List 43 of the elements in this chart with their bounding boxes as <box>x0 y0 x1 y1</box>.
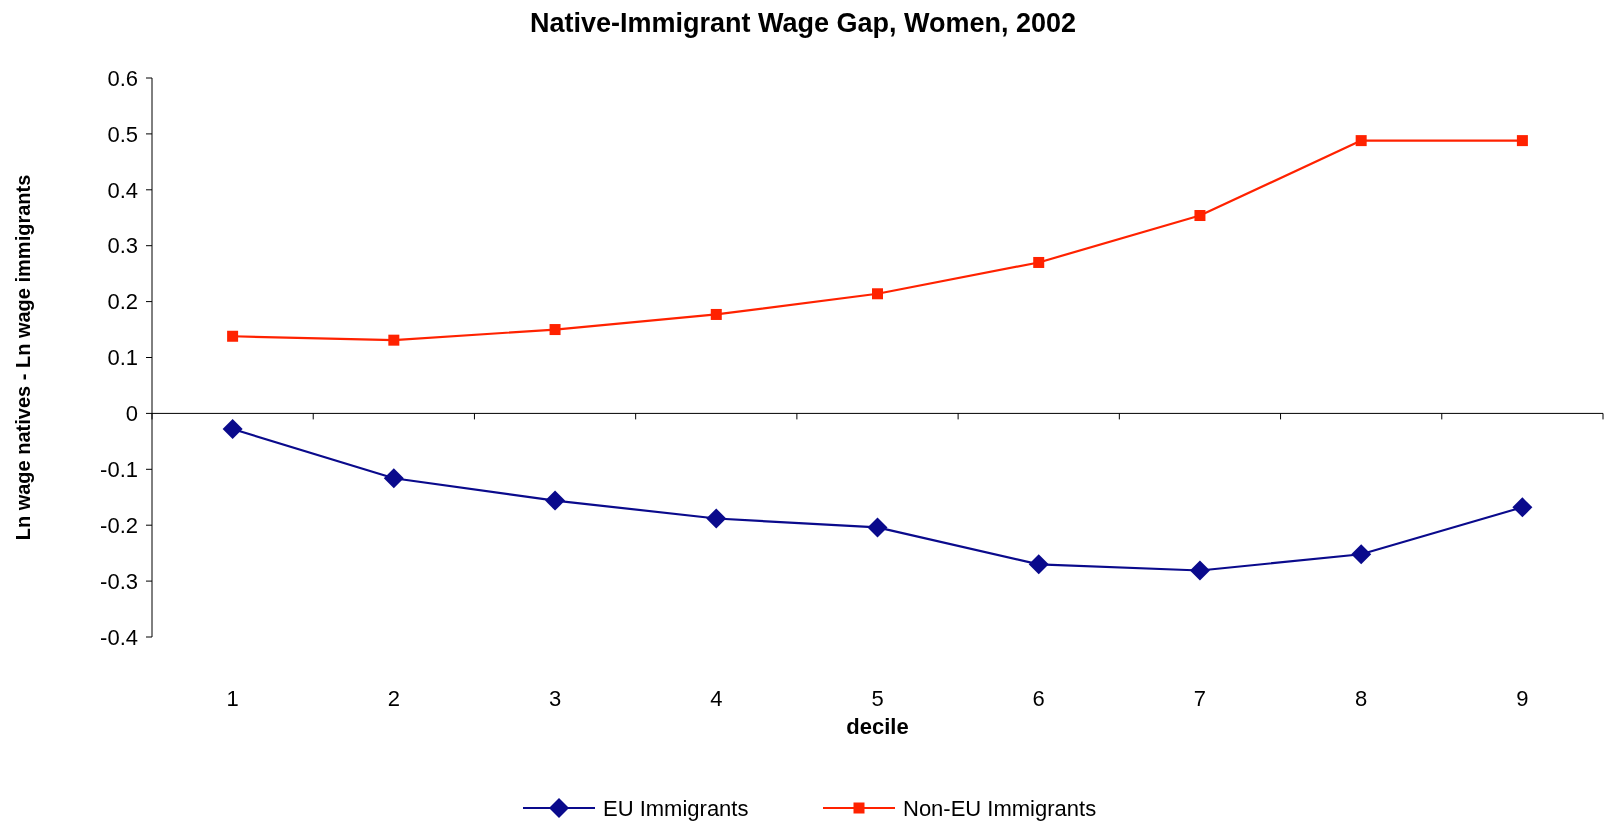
point <box>1516 135 1528 147</box>
point <box>1033 256 1045 268</box>
x-tick-label: 7 <box>1193 686 1207 711</box>
y-tick-label: -0.3 <box>100 568 138 594</box>
point <box>227 330 239 342</box>
point <box>867 517 888 538</box>
y-tick-label: 0.6 <box>107 65 138 91</box>
y-tick-label: 0.3 <box>107 233 138 259</box>
x-tick-label: 9 <box>1516 686 1529 711</box>
y-tick-label: 0 <box>125 401 138 427</box>
point <box>545 490 566 511</box>
point <box>710 308 722 320</box>
point <box>1512 497 1533 518</box>
point <box>706 508 727 529</box>
legend-label: EU Immigrants <box>603 795 749 821</box>
point <box>549 324 561 336</box>
x-tick-label: 3 <box>548 686 562 711</box>
y-tick-label: 0.1 <box>107 345 138 371</box>
y-tick-label: -0.2 <box>100 512 138 538</box>
x-tick-label: 2 <box>387 686 400 711</box>
x-tick-label: 6 <box>1032 686 1045 711</box>
y-axis-title: Ln wage natives - Ln wage immigrants <box>12 174 34 541</box>
x-tick-label: 4 <box>710 686 723 711</box>
point <box>1351 544 1372 565</box>
x-tick-label: 8 <box>1355 686 1368 711</box>
point <box>388 334 400 346</box>
y-tick-label: 0.2 <box>107 289 138 315</box>
y-tick-label: -0.4 <box>100 624 138 650</box>
point <box>1189 560 1210 581</box>
legend-label: Non-EU Immigrants <box>903 795 1097 821</box>
point <box>1355 135 1367 147</box>
point <box>383 468 404 489</box>
x-tick-label: 1 <box>226 686 239 711</box>
chart-title: Native-Immigrant Wage Gap, Women, 2002 <box>529 8 1077 38</box>
y-tick-label: 0.4 <box>107 177 138 203</box>
y-tick-label: 0.5 <box>107 121 138 147</box>
point <box>1028 554 1049 575</box>
x-axis-title: decile <box>846 714 909 739</box>
point <box>222 419 243 440</box>
point <box>1194 210 1206 222</box>
y-tick-label: -0.1 <box>100 457 138 482</box>
point <box>872 288 883 300</box>
x-tick-label: 5 <box>871 686 884 711</box>
